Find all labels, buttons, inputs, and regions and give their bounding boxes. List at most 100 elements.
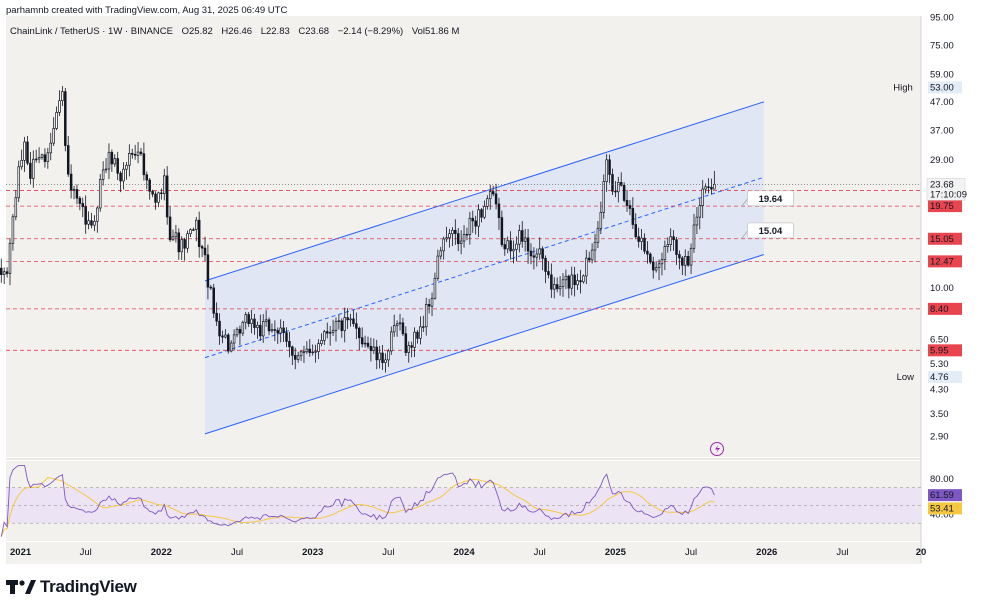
candle-body [110,151,114,165]
low-label: Low [897,372,915,383]
candle-body [538,248,541,255]
candle-body [678,254,681,259]
time-label-10: 2026 [756,547,777,558]
time-label-8: 2025 [605,547,627,558]
candle-body [229,342,233,352]
candle-body [253,318,256,328]
candle-body [579,280,582,283]
price-tick-9: 4.30 [930,384,949,395]
candle-body [649,253,652,263]
candle-body [471,217,475,222]
candle-body [654,267,658,271]
candle-body [209,286,213,289]
candle-body [163,175,166,194]
candle-body [506,240,509,250]
candle-body [32,158,35,179]
candle-body [465,233,469,236]
lightning-icon [710,442,724,456]
candle-body [43,154,47,162]
candle-body [133,153,137,156]
price-tick-2: 59.00 [930,70,954,81]
candle-body [698,205,702,218]
candle-body [325,331,329,334]
candle-body [215,312,218,322]
candle-body [573,274,576,286]
candle-body [643,237,646,252]
time-label-0: 2021 [10,547,32,558]
candle-body [49,142,52,154]
candle-body [311,351,314,354]
candle-body [561,279,565,287]
symbol-legend[interactable]: ChainLink / TetherUS · 1W · BINANCE O25.… [10,26,465,37]
candle-body [317,343,320,352]
candle-body [416,331,419,339]
candle-body [98,179,102,209]
candle-body [480,209,483,218]
candle-body [247,314,250,325]
candle-body [352,318,355,325]
candle-body [273,329,277,331]
candle-body [130,152,134,155]
candle-body [462,233,466,242]
candle-body [11,216,15,244]
candle-body [713,183,716,190]
candle-body [614,190,617,193]
candle-body [384,359,387,363]
candle-body [192,229,195,231]
candle-body [23,141,26,161]
channel-bot-line [204,254,764,435]
candle-body [596,227,600,243]
time-label-2: 2022 [151,547,172,558]
candle-body [553,284,556,290]
time-label-7: Jul [534,547,546,558]
candle-body [704,186,707,190]
candle-body [84,206,87,225]
candle-body [599,211,603,229]
candle-body [148,179,151,192]
candle-body [555,284,559,290]
candle-body [518,230,521,245]
candle-body [358,327,361,339]
candle-body [486,198,489,207]
candle-body [666,244,670,247]
candle-body [497,203,501,218]
candle-body [279,327,282,334]
candle-body [448,233,451,239]
candle-body [675,239,678,255]
candle-body [323,331,326,341]
candle-body [195,219,198,230]
high-value: 53.00 [930,82,954,93]
candle-body [282,327,285,334]
candle-body [355,323,358,329]
candle-body [320,340,323,344]
tradingview-brand[interactable]: TradingView [6,577,137,597]
candle-body [171,236,175,241]
candle-body [122,168,125,182]
candle-body [136,151,140,156]
callout-leader-1 [741,230,748,240]
candle-body [439,250,443,257]
candle-body [526,237,530,252]
time-axis-bg [6,542,921,564]
candle-body [296,355,300,360]
candle-body [81,203,85,208]
callout-label-0: 19.64 [759,194,783,205]
candle-body [695,216,699,226]
volume-value: Vol51.86 M [411,26,460,37]
candle-body [602,181,606,213]
candle-body [564,275,568,281]
candle-body [512,248,515,252]
time-label-3: Jul [231,547,243,558]
candle-body [87,220,90,225]
candle-body [558,286,562,290]
rsi-ma-text: 53.41 [930,503,954,514]
candle-body [491,191,495,195]
candle-body [459,240,463,245]
level-badge-text-1: 19.75 [930,201,954,212]
candle-body [221,335,224,338]
candle-body [413,331,416,348]
candle-body [401,322,405,335]
ohlc-change: −2.14 (−8.29%) [337,26,404,37]
